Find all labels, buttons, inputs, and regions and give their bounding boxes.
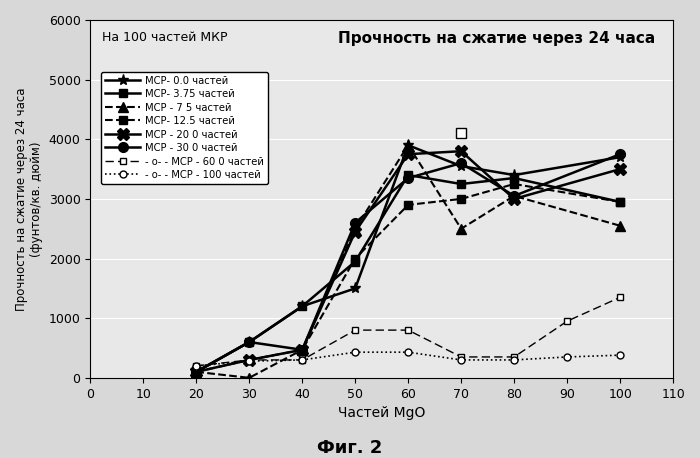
МСР - 30 0 частей bbox=[616, 152, 624, 157]
- о- - МСР - 60 0 частей bbox=[298, 357, 307, 363]
МСР- 0.0 частей bbox=[245, 339, 253, 345]
- о- - МСР - 100 частей bbox=[616, 352, 624, 358]
МСР - 30 0 частей bbox=[245, 339, 253, 345]
МСР - 7 5 частей bbox=[404, 142, 412, 148]
МСР- 3.75 частей bbox=[616, 199, 624, 205]
МСР- 0.0 частей bbox=[351, 286, 359, 291]
- о- - МСР - 100 частей bbox=[510, 357, 519, 363]
МСР- 12.5 частей bbox=[351, 256, 359, 262]
МСР- 3.75 частей bbox=[404, 172, 412, 178]
МСР - 30 0 частей bbox=[404, 175, 412, 181]
МСР- 3.75 частей bbox=[351, 259, 359, 264]
МСР - 30 0 частей bbox=[351, 220, 359, 225]
- о- - МСР - 100 частей bbox=[245, 358, 253, 364]
Line: МСР - 20 0 частей: МСР - 20 0 частей bbox=[190, 146, 626, 377]
Y-axis label: Прочность на сжатие через 24 часа
(фунтов/кв. дюйм): Прочность на сжатие через 24 часа (фунто… bbox=[15, 87, 43, 311]
МСР - 7 5 частей bbox=[298, 347, 307, 353]
- о- - МСР - 60 0 частей bbox=[616, 294, 624, 300]
МСР - 30 0 частей bbox=[457, 160, 466, 166]
Line: МСР- 3.75 частей: МСР- 3.75 частей bbox=[192, 171, 624, 376]
МСР - 20 0 частей bbox=[616, 166, 624, 172]
- о- - МСР - 60 0 частей bbox=[245, 357, 253, 363]
МСР- 0.0 частей bbox=[510, 172, 519, 178]
Line: МСР- 12.5 частей: МСР- 12.5 частей bbox=[192, 180, 624, 376]
МСР - 20 0 частей bbox=[510, 196, 519, 202]
- о- - МСР - 100 частей bbox=[298, 357, 307, 363]
МСР - 7 5 частей bbox=[351, 226, 359, 231]
МСР- 0.0 частей bbox=[404, 142, 412, 148]
Line: - о- - МСР - 60 0 частей: - о- - МСР - 60 0 частей bbox=[193, 294, 624, 369]
МСР- 12.5 частей bbox=[245, 357, 253, 363]
МСР - 20 0 частей bbox=[192, 369, 200, 375]
- о- - МСР - 100 частей bbox=[404, 349, 412, 355]
МСР - 20 0 частей bbox=[457, 148, 466, 154]
МСР- 3.75 частей bbox=[457, 181, 466, 187]
МСР- 12.5 частей bbox=[510, 181, 519, 187]
МСР- 3.75 частей bbox=[298, 304, 307, 309]
МСР- 3.75 частей bbox=[245, 339, 253, 345]
МСР- 12.5 частей bbox=[457, 196, 466, 202]
Line: МСР - 30 0 частей: МСР - 30 0 частей bbox=[191, 149, 625, 377]
МСР- 0.0 частей bbox=[616, 154, 624, 160]
МСР - 7 5 частей bbox=[616, 223, 624, 229]
- о- - МСР - 60 0 частей bbox=[404, 327, 412, 333]
Text: Прочность на сжатие через 24 часа: Прочность на сжатие через 24 часа bbox=[338, 31, 656, 46]
МСР - 30 0 частей bbox=[298, 347, 307, 353]
МСР - 7 5 частей bbox=[192, 369, 200, 375]
Legend: МСР- 0.0 частей, МСР- 3.75 частей, МСР - 7 5 частей, МСР- 12.5 частей, МСР - 20 : МСР- 0.0 частей, МСР- 3.75 частей, МСР -… bbox=[101, 71, 268, 184]
- о- - МСР - 60 0 частей bbox=[563, 318, 571, 324]
МСР- 3.75 частей bbox=[510, 175, 519, 181]
- о- - МСР - 100 частей bbox=[563, 354, 571, 360]
МСР - 7 5 частей bbox=[457, 226, 466, 231]
МСР- 12.5 частей bbox=[404, 202, 412, 207]
X-axis label: Частей MgO: Частей MgO bbox=[338, 406, 426, 420]
МСР - 30 0 частей bbox=[510, 193, 519, 199]
МСР - 7 5 частей bbox=[245, 375, 253, 381]
МСР- 12.5 частей bbox=[616, 199, 624, 205]
- о- - МСР - 60 0 частей bbox=[457, 354, 466, 360]
- о- - МСР - 60 0 частей bbox=[510, 354, 519, 360]
МСР - 20 0 частей bbox=[404, 152, 412, 157]
- о- - МСР - 60 0 частей bbox=[192, 363, 200, 369]
МСР- 0.0 частей bbox=[457, 164, 466, 169]
МСР- 0.0 частей bbox=[192, 369, 200, 375]
- о- - МСР - 100 частей bbox=[192, 363, 200, 369]
МСР- 12.5 частей bbox=[298, 347, 307, 353]
МСР - 20 0 частей bbox=[298, 347, 307, 353]
- о- - МСР - 100 частей bbox=[457, 357, 466, 363]
Line: - о- - МСР - 100 частей: - о- - МСР - 100 частей bbox=[193, 349, 624, 369]
МСР - 20 0 частей bbox=[351, 229, 359, 234]
МСР- 3.75 частей bbox=[192, 369, 200, 375]
- о- - МСР - 60 0 частей bbox=[351, 327, 359, 333]
МСР- 12.5 частей bbox=[192, 369, 200, 375]
Text: На 100 частей МКР: На 100 частей МКР bbox=[102, 31, 228, 44]
МСР - 7 5 частей bbox=[510, 193, 519, 199]
Text: Фиг. 2: Фиг. 2 bbox=[317, 439, 383, 458]
МСР - 20 0 частей bbox=[245, 357, 253, 363]
- о- - МСР - 100 частей bbox=[351, 349, 359, 355]
МСР- 0.0 частей bbox=[298, 304, 307, 309]
Line: МСР - 7 5 частей: МСР - 7 5 частей bbox=[191, 140, 625, 383]
Line: МСР- 0.0 частей: МСР- 0.0 частей bbox=[190, 140, 626, 377]
МСР - 30 0 частей bbox=[192, 369, 200, 375]
